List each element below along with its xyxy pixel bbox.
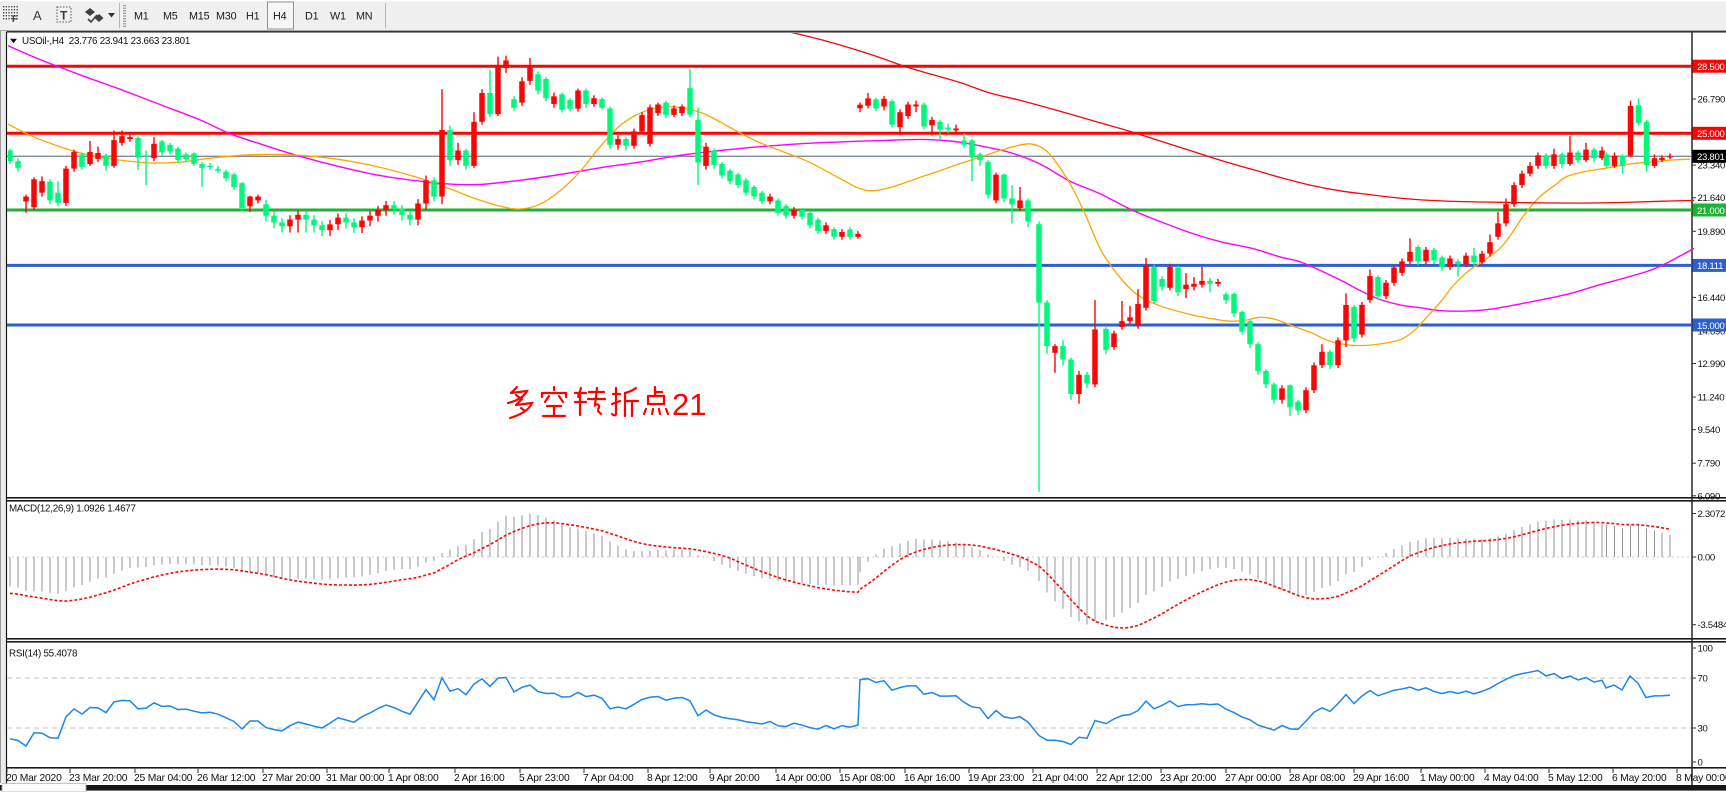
- svg-text:23.801: 23.801: [1697, 152, 1725, 163]
- svg-text:22 Apr 12:00: 22 Apr 12:00: [1096, 773, 1152, 784]
- svg-text:MACD(12,26,9) 1.0926 1.4677: MACD(12,26,9) 1.0926 1.4677: [9, 504, 136, 515]
- svg-text:14.690: 14.690: [1698, 326, 1726, 337]
- svg-text:16.440: 16.440: [1698, 293, 1726, 304]
- svg-text:H4: H4: [273, 11, 287, 23]
- svg-text:70: 70: [1698, 674, 1708, 685]
- svg-text:19.890: 19.890: [1698, 227, 1726, 238]
- svg-text:7.790: 7.790: [1698, 459, 1721, 470]
- svg-text:H1: H1: [246, 11, 260, 23]
- svg-text:4 May 04:00: 4 May 04:00: [1484, 773, 1539, 784]
- svg-text:15 Apr 08:00: 15 Apr 08:00: [839, 773, 895, 784]
- svg-text:20 Mar 2020: 20 Mar 2020: [6, 773, 62, 784]
- svg-text:-3.5484: -3.5484: [1698, 620, 1726, 631]
- svg-text:M15: M15: [189, 11, 210, 23]
- svg-text:27 Apr 00:00: 27 Apr 00:00: [1225, 773, 1281, 784]
- svg-text:21.000: 21.000: [1697, 206, 1725, 217]
- svg-text:MN: MN: [356, 11, 372, 23]
- svg-text:23 Mar 20:00: 23 Mar 20:00: [69, 773, 128, 784]
- svg-text:RSI(14) 55.4078: RSI(14) 55.4078: [9, 649, 78, 660]
- svg-text:D1: D1: [305, 11, 319, 23]
- svg-text:26.790: 26.790: [1698, 95, 1726, 106]
- svg-text:5 Apr 23:00: 5 Apr 23:00: [519, 773, 570, 784]
- svg-text:26 Mar 12:00: 26 Mar 12:00: [197, 773, 256, 784]
- svg-text:21.640: 21.640: [1698, 193, 1726, 204]
- svg-text:23 Apr 20:00: 23 Apr 20:00: [1160, 773, 1216, 784]
- svg-text:12.990: 12.990: [1698, 359, 1726, 370]
- svg-text:29 Apr 16:00: 29 Apr 16:00: [1353, 773, 1409, 784]
- svg-text:6.090: 6.090: [1698, 491, 1721, 502]
- svg-text:0.00: 0.00: [1698, 553, 1715, 564]
- svg-text:6 May 20:00: 6 May 20:00: [1612, 773, 1667, 784]
- svg-text:19 Apr 23:00: 19 Apr 23:00: [968, 773, 1024, 784]
- svg-text:21 Apr 04:00: 21 Apr 04:00: [1032, 773, 1088, 784]
- svg-text:8 May 00:00: 8 May 00:00: [1676, 773, 1726, 784]
- svg-text:F: F: [12, 14, 18, 24]
- svg-text:30: 30: [1698, 724, 1708, 735]
- svg-text:15.000: 15.000: [1697, 321, 1725, 332]
- svg-text:USOil-,H4 23.776 23.941 23.66: USOil-,H4 23.776 23.941 23.663 23.801: [22, 36, 190, 47]
- svg-text:16 Apr 16:00: 16 Apr 16:00: [904, 773, 960, 784]
- svg-text:28.500: 28.500: [1697, 62, 1725, 73]
- svg-text:18.111: 18.111: [1697, 261, 1723, 272]
- svg-text:31 Mar 00:00: 31 Mar 00:00: [326, 773, 385, 784]
- svg-text:5 May 12:00: 5 May 12:00: [1548, 773, 1603, 784]
- svg-text:8 Apr 12:00: 8 Apr 12:00: [647, 773, 698, 784]
- svg-text:M5: M5: [163, 11, 178, 23]
- svg-text:21: 21: [672, 387, 706, 422]
- svg-text:0: 0: [1698, 758, 1703, 769]
- svg-text:9.540: 9.540: [1698, 425, 1721, 436]
- svg-text:11.240: 11.240: [1698, 393, 1725, 404]
- svg-text:1 May 00:00: 1 May 00:00: [1420, 773, 1475, 784]
- svg-text:M1: M1: [134, 11, 149, 23]
- svg-text:A: A: [33, 8, 42, 23]
- svg-text:1 Apr 08:00: 1 Apr 08:00: [388, 773, 439, 784]
- svg-text:23.340: 23.340: [1698, 161, 1726, 172]
- svg-text:27 Mar 20:00: 27 Mar 20:00: [262, 773, 321, 784]
- svg-text:M30: M30: [216, 11, 237, 23]
- svg-text:25 Mar 04:00: 25 Mar 04:00: [134, 773, 193, 784]
- svg-text:7 Apr 04:00: 7 Apr 04:00: [583, 773, 634, 784]
- svg-text:100: 100: [1698, 644, 1713, 655]
- svg-text:28 Apr 08:00: 28 Apr 08:00: [1289, 773, 1345, 784]
- svg-text:2.3072: 2.3072: [1698, 509, 1726, 520]
- svg-text:25.000: 25.000: [1697, 129, 1725, 140]
- svg-text:14 Apr 00:00: 14 Apr 00:00: [775, 773, 831, 784]
- svg-text:2 Apr 16:00: 2 Apr 16:00: [454, 773, 505, 784]
- svg-text:T: T: [60, 9, 68, 23]
- svg-text:W1: W1: [330, 11, 346, 23]
- svg-text:9 Apr 20:00: 9 Apr 20:00: [709, 773, 760, 784]
